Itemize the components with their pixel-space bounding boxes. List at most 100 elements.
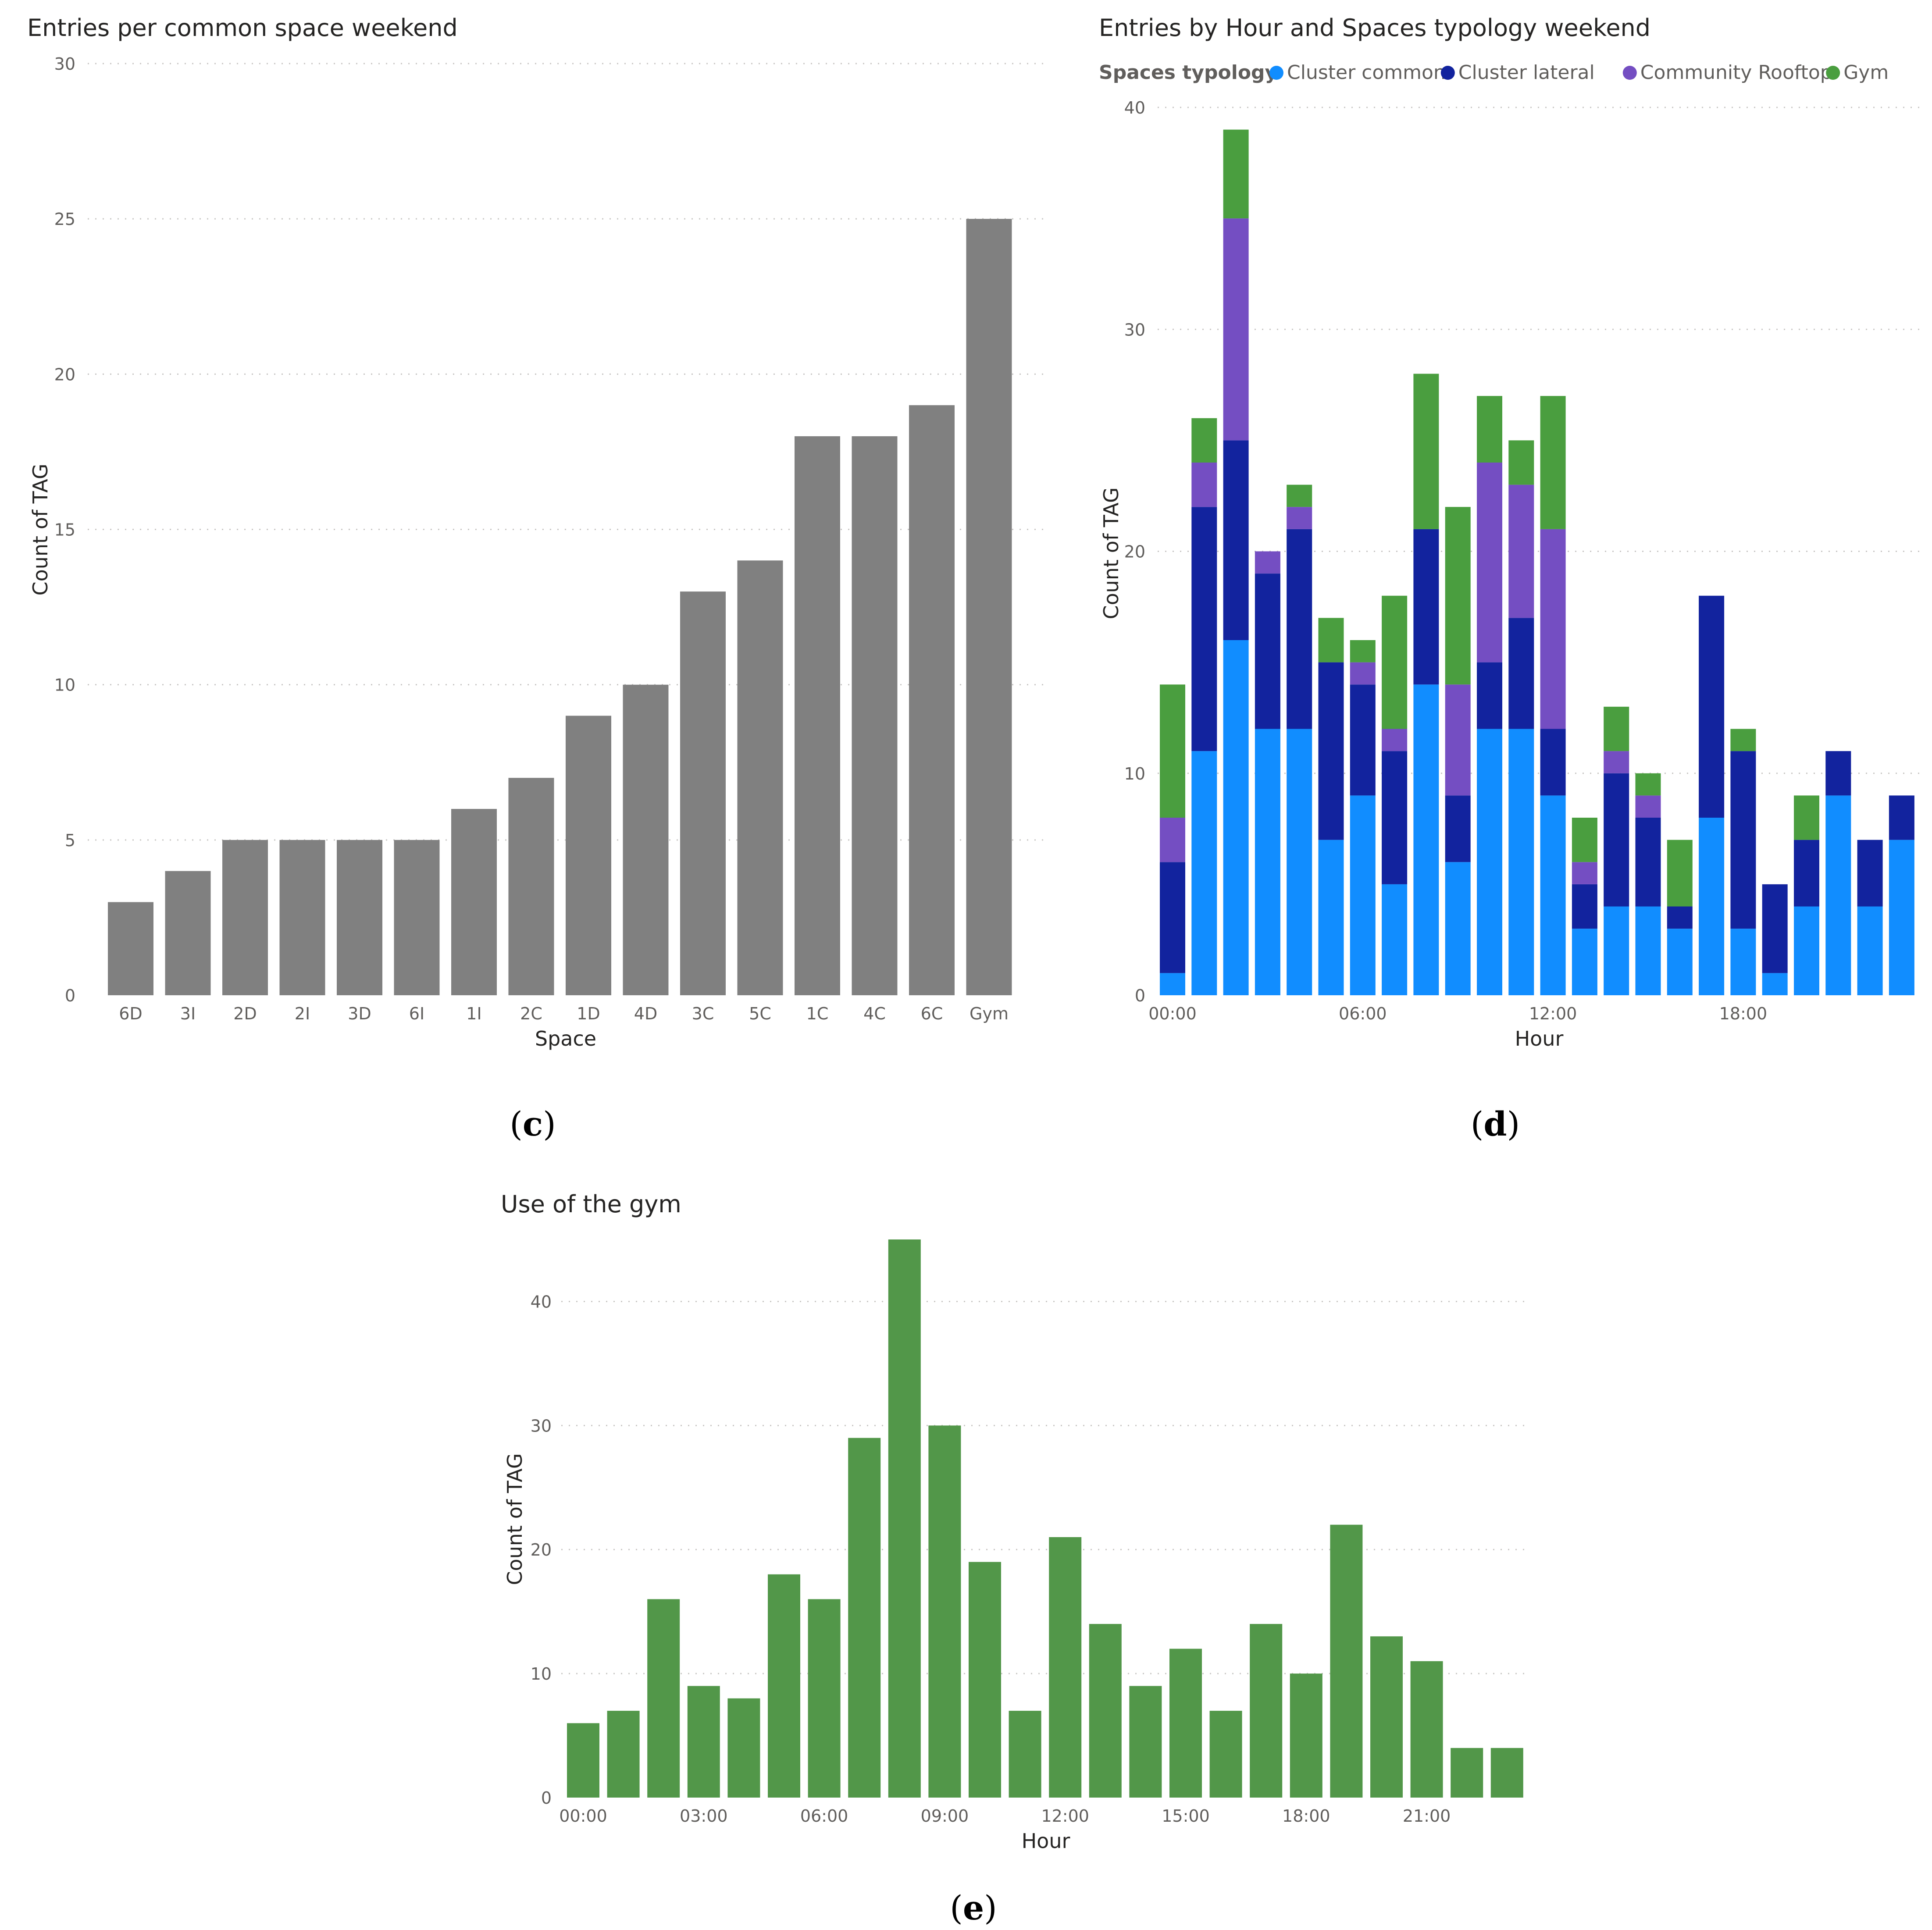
chart-e-bars	[567, 1239, 1523, 1798]
chart-d-bar-segment-cluster-common-h9	[1445, 862, 1471, 995]
chart-d-bar-segment-cluster-lateral-h19	[1762, 884, 1788, 973]
e-y-tick-label: 40	[531, 1292, 552, 1311]
d-y-tick-label: 20	[1124, 542, 1145, 562]
e-y-tick-label: 20	[531, 1540, 552, 1560]
chart-c-x-tick-label: 1I	[466, 1004, 481, 1023]
chart-c-caption: (c)	[510, 1104, 556, 1143]
chart-d-bar-segment-cluster-common-h17	[1699, 818, 1725, 995]
chart-c-bar-Gym	[966, 219, 1012, 996]
chart-c-x-tick-label: 4D	[634, 1004, 657, 1023]
chart-d-bar-segment-cluster-common-h14	[1604, 906, 1629, 995]
chart-d-bar-segment-community-rooftop-h14	[1604, 751, 1629, 773]
e-y-tick-label: 30	[531, 1416, 552, 1435]
chart-d-bar-segment-cluster-common-h3	[1255, 729, 1280, 995]
chart-e-x-tick-label: 06:00	[800, 1806, 848, 1826]
chart-e-bar-h13	[1089, 1624, 1122, 1798]
chart-c-bar-5C	[737, 560, 783, 995]
chart-c-x-tick-label: 4C	[863, 1004, 886, 1023]
chart-c-bar-6I	[394, 840, 440, 995]
chart-d-legend-title: Spaces typology	[1099, 61, 1277, 84]
chart-d-x-tick-label: 12:00	[1529, 1004, 1577, 1023]
chart-d-bar-segment-cluster-lateral-h21	[1825, 751, 1851, 796]
chart-c-x-tick-label: 2I	[295, 1004, 310, 1023]
chart-d-bar-segment-gym-h11	[1508, 440, 1534, 485]
chart-e-x-tick-label: 21:00	[1403, 1806, 1451, 1826]
chart-d-x-tick-label: 06:00	[1339, 1004, 1387, 1023]
chart-d-bar-segment-cluster-lateral-h23	[1889, 795, 1914, 840]
chart-e-bar-h7	[848, 1438, 881, 1798]
chart-d-bar-segment-cluster-lateral-h18	[1730, 751, 1756, 929]
chart-e-bar-h21	[1410, 1661, 1443, 1798]
chart-c-x-tick-label: 5C	[749, 1004, 771, 1023]
chart-e-caption: (e)	[950, 1888, 997, 1927]
chart-d-bar-segment-gym-h9	[1445, 507, 1471, 685]
chart-d-bar-segment-gym-h10	[1477, 396, 1502, 463]
chart-d-title: Entries by Hour and Spaces typology week…	[1099, 14, 1650, 42]
chart-c-bar-2D	[222, 840, 268, 995]
chart-c-x-ticks: 6D 3I 2D 2I 3D 6I 1I 2C 1D 4D 3C 5C 1C 4C 6C Gym	[119, 1004, 1009, 1023]
chart-c-y-ticks: 0 5 10 15 20 25 30	[54, 54, 75, 1005]
chart-e-bar-h16	[1209, 1710, 1242, 1798]
chart-e-bar-h9	[928, 1425, 961, 1798]
chart-c-x-tick-label: 2D	[233, 1004, 257, 1023]
chart-d-bar-segment-cluster-lateral-h13	[1572, 884, 1597, 929]
chart-d-bar-segment-cluster-lateral-h17	[1699, 595, 1725, 818]
chart-d-legend-item: Cluster common	[1287, 61, 1446, 84]
chart-d-bar-segment-cluster-common-h4	[1287, 729, 1312, 995]
chart-d-bar-segment-cluster-lateral-h7	[1382, 751, 1408, 884]
d-y-tick-label: 30	[1124, 320, 1145, 339]
c-y-tick-label: 0	[65, 986, 75, 1005]
chart-d-bar-segment-cluster-common-h10	[1477, 729, 1502, 995]
chart-e-bar-h17	[1250, 1624, 1283, 1798]
chart-e-bar-h19	[1330, 1524, 1363, 1798]
chart-c-x-tick-label: 6D	[119, 1004, 142, 1023]
chart-d-bar-segment-gym-h8	[1413, 374, 1439, 529]
chart-d-bar-segment-cluster-lateral-h5	[1318, 662, 1344, 840]
chart-c-x-tick-label: 6C	[921, 1004, 943, 1023]
chart-d-bar-segment-gym-h12	[1540, 396, 1566, 529]
chart-c-bar-2C	[508, 778, 554, 995]
chart-d-bar-segment-cluster-common-h20	[1794, 906, 1819, 995]
chart-d-bar-segment-cluster-common-h7	[1382, 884, 1408, 995]
chart-e-y-axis-label: Count of TAG	[503, 1453, 527, 1585]
chart-c-bars	[108, 219, 1012, 996]
chart-c-bar-1C	[795, 436, 840, 995]
chart-d-bar-segment-community-rooftop-h4	[1287, 507, 1312, 529]
chart-d-bar-segment-cluster-lateral-h4	[1287, 529, 1312, 729]
chart-c-x-tick-label: 6I	[409, 1004, 424, 1023]
chart-d-bar-segment-cluster-common-h2	[1223, 640, 1249, 995]
chart-d-gridlines	[1158, 107, 1921, 774]
chart-c-bar-6C	[909, 405, 955, 995]
chart-d-bar-segment-gym-h14	[1604, 706, 1629, 751]
chart-e-x-tick-label: 18:00	[1282, 1806, 1330, 1826]
chart-d-bar-segment-community-rooftop-h15	[1635, 795, 1661, 818]
c-y-tick-label: 30	[54, 54, 75, 74]
c-y-tick-label: 10	[54, 676, 75, 695]
chart-c-y-axis-label: Count of TAG	[29, 463, 52, 595]
chart-c: Entries per common space weekend 0 5 10 15 2…	[27, 14, 1044, 1143]
chart-e-x-tick-label: 03:00	[680, 1806, 728, 1826]
chart-d-caption: (d)	[1471, 1104, 1520, 1143]
chart-d-legend-marker-3	[1826, 66, 1840, 80]
chart-e-bar-h4	[727, 1698, 760, 1798]
e-y-tick-label: 10	[531, 1664, 552, 1684]
chart-d-bar-segment-community-rooftop-h7	[1382, 729, 1408, 751]
chart-d-legend-marker-1	[1440, 66, 1455, 80]
chart-d-bar-segment-cluster-lateral-h1	[1191, 507, 1217, 751]
chart-d-x-axis-label: Hour	[1515, 1027, 1564, 1050]
chart-d-bar-segment-cluster-common-h18	[1730, 929, 1756, 995]
chart-d-bar-segment-gym-h2	[1223, 129, 1249, 219]
chart-d-bar-segment-cluster-lateral-h10	[1477, 662, 1502, 729]
chart-d-legend-marker-0	[1269, 66, 1283, 80]
chart-d-bar-segment-gym-h1	[1191, 418, 1217, 463]
d-y-tick-label: 0	[1135, 986, 1145, 1005]
chart-d-bar-segment-gym-h6	[1350, 640, 1376, 662]
d-y-tick-label: 40	[1124, 98, 1145, 118]
chart-c-bar-6D	[108, 902, 153, 995]
chart-d-x-ticks: 00:00 06:00 12:00 18:00	[1148, 1004, 1767, 1023]
chart-d-bar-segment-cluster-lateral-h6	[1350, 684, 1376, 796]
chart-d-bar-segment-cluster-common-h12	[1540, 795, 1566, 995]
chart-d-bar-segment-community-rooftop-h10	[1477, 463, 1502, 662]
chart-d-legend-item: Community Rooftop	[1640, 61, 1832, 84]
chart-e-bar-h8	[888, 1239, 921, 1798]
